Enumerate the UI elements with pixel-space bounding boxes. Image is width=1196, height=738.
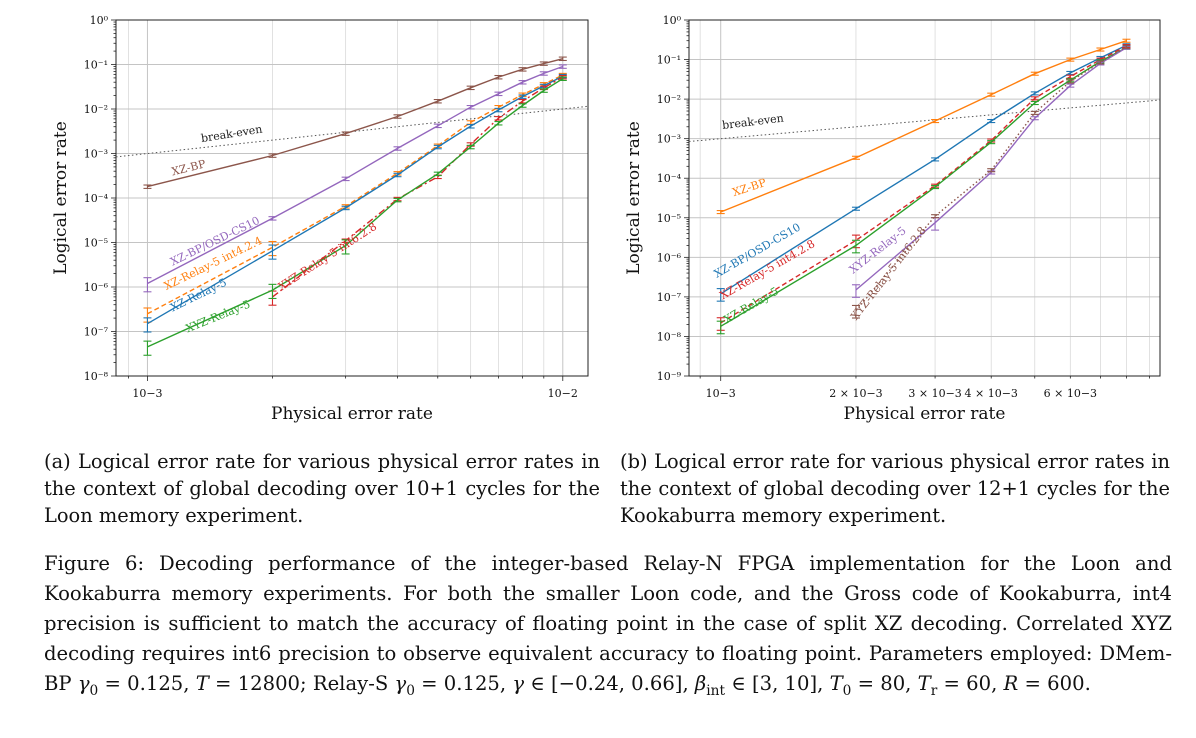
x-tick-label: 10−3 [132,387,162,400]
y-tick-label: 10⁻⁷ [657,291,682,304]
param-T0-sub: 0 [842,682,852,699]
param-R-value: = 600. [1018,672,1091,695]
series-layer [116,56,588,356]
series-layer [689,38,1160,335]
series-line-xz-bp [720,40,1127,213]
series-label-xyz-relay-5-int6-2-8: XYZ-Relay-5 int6.2.8 [276,220,379,293]
series-line-xz-relay-5 [720,46,1127,327]
x-tick-label: 10−2 [548,387,578,400]
y-tick-label: 10⁻¹ [657,54,681,67]
param-T0-value: = 80, [851,672,918,695]
series-label-break-even: break-even [200,123,263,146]
x-axis-label: Physical error rate [844,404,1006,424]
series-line-break-even [689,99,1160,142]
series-line-xz-relay-5-int4-2-8 [720,45,1127,324]
series-line-xyz-relay-5 [147,78,564,348]
figure-caption-text: Figure 6: Decoding performance of the in… [44,552,1172,695]
param-dmem-gamma: γ [77,672,90,695]
plot-frame [688,19,1161,377]
param-beta-sub: int [706,682,725,699]
x-tick-label: 3 × 10−3 [908,387,961,400]
param-relay-gamma-value: = 0.125, [414,672,513,695]
param-beta-value: ∈ [3, 10], [725,672,830,695]
y-tick-label: 10⁻³ [657,133,681,146]
param-dmem-gamma-sub: 0 [89,682,99,699]
series-label-xz-bp: XZ-BP [170,157,207,178]
subcaption-b: (b) Logical error rate for various physi… [620,450,1170,527]
y-tick-label: 10⁰ [90,14,109,27]
x-tick-label: 4 × 10−3 [965,387,1018,400]
param-R: R [1003,672,1019,695]
x-tick-label: 6 × 10−3 [1044,387,1097,400]
grid [689,19,1160,377]
series-line-xz-relay-5-int4-2-4 [147,74,564,315]
param-Tr-sub: r [930,682,938,699]
param-relay-gamma-sub: 0 [406,682,415,699]
x-tick-label: 10−3 [706,387,736,400]
param-T-value: = 12800; Relay-S [208,672,395,695]
param-Tr-value: = 60, [937,672,1004,695]
x-tick-label: 2 × 10−3 [829,387,882,400]
param-gamma-range: γ [512,672,525,695]
y-tick-label: 10⁻⁶ [657,251,682,264]
chart-panel-b: 10⁰ 10⁻¹ 10⁻² 10⁻³ 10⁻⁴ 10⁻⁵ 10⁻⁶ 10⁻⁷ 10⁻⁸ 10⁻⁹ 1… [624,14,1161,424]
y-tick-label: 10⁻¹ [84,59,108,72]
y-tick-label: 10⁻⁷ [84,326,109,339]
x-axis-label: Physical error rate [271,404,433,424]
chart-panel-a: 10⁰ 10⁻¹ 10⁻² 10⁻³ 10⁻⁴ 10⁻⁵ 10⁻⁶ 10⁻⁷ 10⁻⁸ 10−3 1… [51,14,589,424]
y-tick-label: 10⁻⁵ [84,237,108,250]
param-Tr: T [917,672,931,695]
y-axis-label: Logical error rate [51,121,71,275]
subcaption-a: (a) Logical error rate for various physi… [44,450,600,527]
param-beta: β [694,672,707,695]
param-T0: T [829,672,843,695]
y-tick-label: 10⁻³ [84,148,108,161]
series-line-xz-relay-5 [147,75,564,325]
y-axis-label: Logical error rate [624,121,644,275]
y-tick-label: 10⁻⁴ [84,192,109,205]
y-tick-label: 10⁻⁵ [657,212,681,225]
y-tick-label: 10⁻⁴ [657,172,682,185]
param-T: T [195,672,209,695]
y-tick-label: 10⁰ [663,14,682,27]
y-tick-label: 10⁻² [84,103,108,116]
series-line-xz-bp [147,58,563,188]
param-gamma-range-value: ∈ [−0.24, 0.66], [524,672,695,695]
param-dmem-gamma-value: = 0.125, [98,672,196,695]
param-relay-gamma: γ [394,672,407,695]
y-tick-label: 10⁻² [657,93,681,106]
series-line-xz-bp-osd-cs10 [720,44,1127,295]
y-tick-label: 10⁻⁹ [657,370,682,383]
y-tick-label: 10⁻⁸ [657,330,682,343]
series-label-break-even: break-even [721,112,784,132]
series-line-xz-bp-osd-cs10 [147,65,564,285]
y-tick-label: 10⁻⁶ [84,281,109,294]
y-tick-label: 10⁻⁸ [84,370,109,383]
figure-caption: Figure 6: Decoding performance of the in… [44,549,1172,699]
